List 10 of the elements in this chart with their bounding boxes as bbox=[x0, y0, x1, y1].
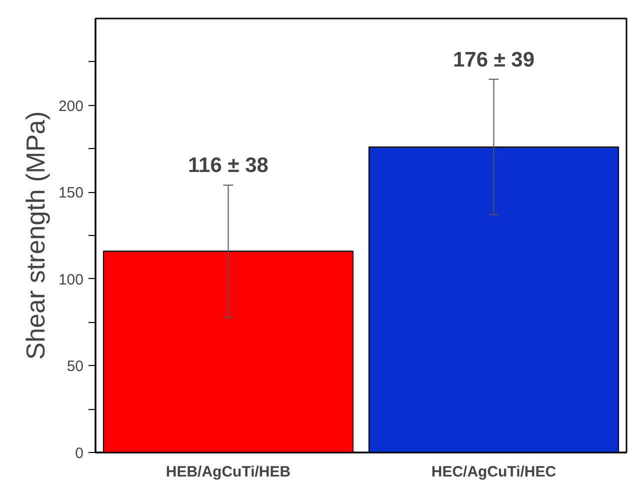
y-axis-title: Shear strength (MPa) bbox=[20, 111, 50, 360]
x-tick-label: HEB/AgCuTi/HEB bbox=[166, 464, 291, 480]
x-tick-label: HEC/AgCuTi/HEC bbox=[431, 464, 556, 480]
annotation: 116 ± 38 bbox=[188, 154, 269, 178]
y-tick-label: 200 bbox=[58, 98, 84, 115]
y-tick-label: 100 bbox=[58, 271, 84, 288]
y-tick-label: 150 bbox=[58, 184, 84, 202]
annotation: 176 ± 39 bbox=[452, 48, 535, 72]
y-tick-label: 50 bbox=[66, 358, 84, 376]
y-tick-label: 0 bbox=[75, 445, 84, 462]
